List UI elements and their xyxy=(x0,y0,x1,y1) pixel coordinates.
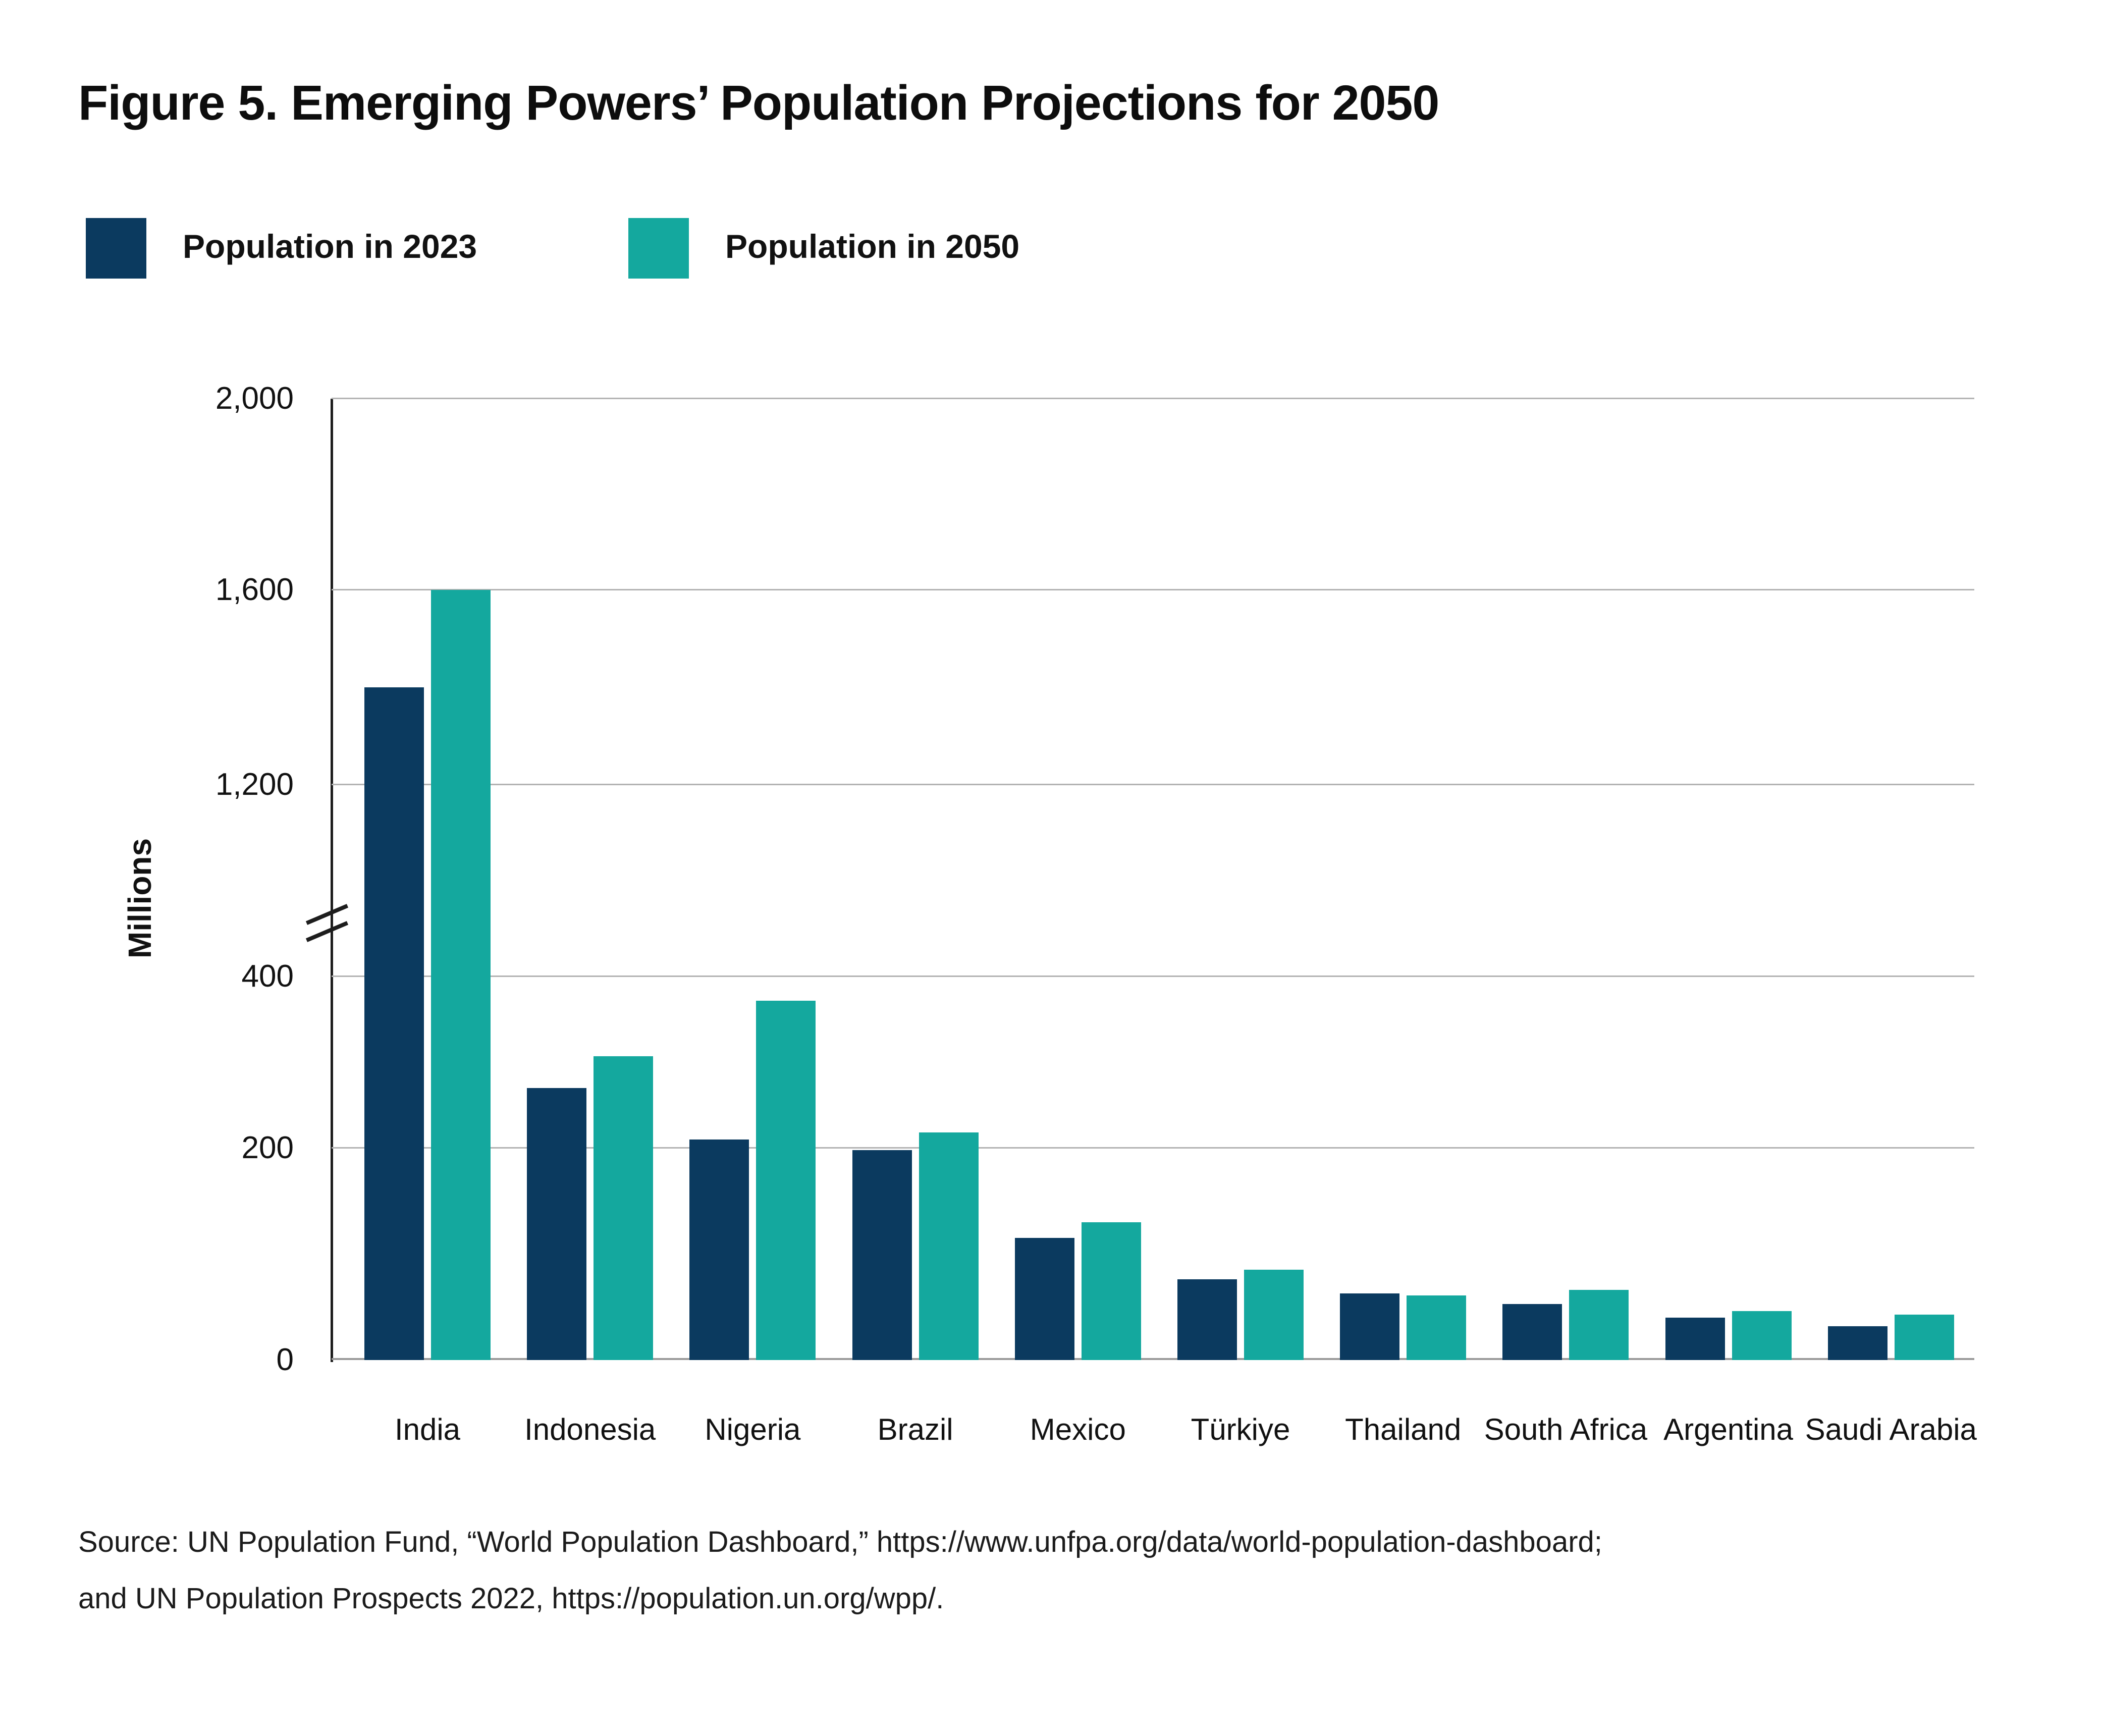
legend-label-2050: Population in 2050 xyxy=(725,228,1020,265)
x-category-label-saudi-arabia: Saudi Arabia xyxy=(1805,1413,1977,1446)
legend-label-2023: Population in 2023 xyxy=(183,228,477,265)
bar-2023-south-africa xyxy=(1502,1304,1562,1360)
y-axis-line xyxy=(331,399,333,1362)
x-category-label-türkiye: Türkiye xyxy=(1191,1413,1290,1446)
grid-line-400 xyxy=(332,975,1974,977)
bar-2050-mexico xyxy=(1081,1222,1141,1360)
bar-2023-türkiye xyxy=(1177,1279,1237,1360)
bar-2050-saudi-arabia xyxy=(1894,1315,1954,1360)
bar-2050-brazil xyxy=(919,1132,979,1360)
grid-line-0 xyxy=(332,1358,1974,1360)
source-line-2: and UN Population Prospects 2022, https:… xyxy=(78,1582,944,1615)
x-category-label-argentina: Argentina xyxy=(1663,1413,1794,1446)
bar-2023-brazil xyxy=(852,1150,912,1360)
y-tick-label-400: 400 xyxy=(241,959,294,994)
bar-2023-argentina xyxy=(1665,1318,1725,1360)
x-category-label-thailand: Thailand xyxy=(1345,1413,1462,1446)
grid-line-200 xyxy=(332,1147,1974,1149)
bar-2050-india xyxy=(431,590,491,1360)
figure-title: Figure 5. Emerging Powers’ Population Pr… xyxy=(78,75,1439,130)
y-tick-label-0: 0 xyxy=(276,1342,294,1377)
y-tick-label-1,200: 1,200 xyxy=(215,767,294,802)
grid-line-1,200 xyxy=(332,784,1974,785)
bar-2050-indonesia xyxy=(594,1056,654,1360)
bar-2050-türkiye xyxy=(1244,1270,1304,1360)
x-category-label-indonesia: Indonesia xyxy=(524,1413,656,1446)
y-tick-label-2,000: 2,000 xyxy=(215,381,294,416)
bar-2050-south-africa xyxy=(1569,1290,1629,1360)
source-line-1: Source: UN Population Fund, “World Popul… xyxy=(78,1526,1602,1558)
y-tick-label-200: 200 xyxy=(241,1130,294,1165)
source-note: Source: UN Population Fund, “World Popul… xyxy=(78,1514,2026,1627)
x-category-label-south-africa: South Africa xyxy=(1484,1413,1648,1446)
x-category-label-india: India xyxy=(394,1413,461,1446)
grid-line-2,000 xyxy=(332,398,1974,399)
bar-2023-saudi-arabia xyxy=(1827,1326,1888,1360)
bar-2050-thailand xyxy=(1407,1295,1467,1360)
y-tick-label-1,600: 1,600 xyxy=(215,572,294,607)
x-category-label-mexico: Mexico xyxy=(1030,1413,1126,1446)
grid-line-1,600 xyxy=(332,589,1974,590)
bar-2023-mexico xyxy=(1014,1238,1074,1360)
plot-area xyxy=(331,398,1974,1362)
legend-swatch-2023-icon xyxy=(86,218,146,279)
bar-2023-thailand xyxy=(1340,1293,1400,1360)
bar-2023-nigeria xyxy=(689,1140,749,1360)
bar-2050-argentina xyxy=(1732,1311,1792,1360)
bar-2023-indonesia xyxy=(527,1088,587,1360)
legend-swatch-2050-icon xyxy=(628,218,689,279)
bar-2023-india xyxy=(364,687,424,1360)
bar-2050-nigeria xyxy=(756,1001,816,1360)
x-category-label-nigeria: Nigeria xyxy=(705,1413,801,1446)
x-category-label-brazil: Brazil xyxy=(877,1413,953,1446)
